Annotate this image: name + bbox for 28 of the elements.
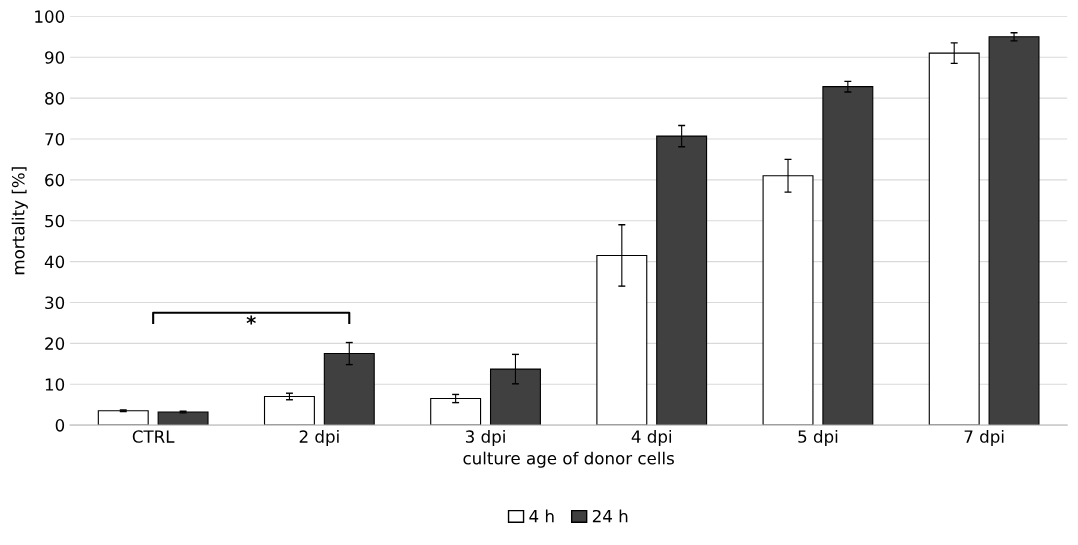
x-tick-label: CTRL — [132, 430, 175, 443]
legend-label: 4 h — [529, 509, 554, 523]
y-tick-label: 100 — [35, 10, 65, 23]
y-tick-label: 30 — [45, 296, 65, 310]
x-tick-label: 5 dpi — [798, 429, 838, 447]
y-tick-label: 50 — [45, 214, 65, 228]
bar — [822, 86, 874, 426]
bar — [988, 36, 1040, 426]
x-tick-label: 2 dpi — [299, 429, 339, 447]
x-axis-title: culture age of donor cells — [463, 451, 674, 468]
legend-label: 24 h — [592, 509, 628, 523]
y-tick-label: 0 — [55, 419, 65, 432]
x-tick-label: 4 dpi — [631, 429, 672, 447]
annotation: * — [246, 315, 256, 325]
bar — [157, 411, 209, 426]
y-tick-label: 80 — [45, 92, 65, 105]
y-tick-label: 60 — [45, 173, 65, 187]
y-tick-label: 70 — [45, 132, 65, 146]
bar — [97, 410, 149, 426]
x-tick-label: 7 dpi — [964, 429, 1004, 447]
bar — [263, 395, 315, 426]
y-tick-label: 90 — [45, 51, 65, 64]
y-tick-label: 10 — [45, 378, 65, 391]
bar — [430, 397, 482, 426]
x-tick-label: 3 dpi — [465, 429, 505, 447]
y-axis-title: mortality [%] — [11, 167, 28, 275]
y-tick-label: 20 — [45, 337, 65, 350]
y-tick-label: 40 — [44, 255, 65, 269]
